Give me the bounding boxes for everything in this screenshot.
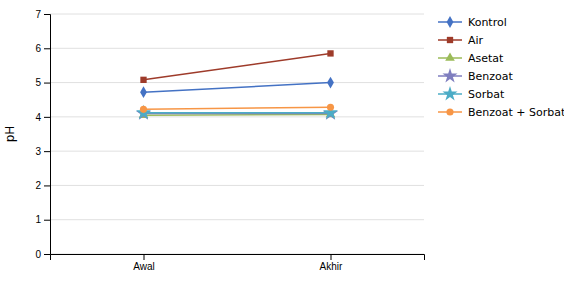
marker <box>140 106 147 113</box>
y-axis: 0 1 2 3 4 5 6 7 <box>35 9 50 260</box>
tick: 3 <box>35 146 50 157</box>
tick-mark <box>44 83 50 84</box>
series <box>140 104 334 113</box>
tick-mark <box>44 117 50 118</box>
tick: 7 <box>35 9 50 20</box>
tick: 5 <box>35 77 50 88</box>
marker <box>136 105 151 119</box>
legend-label: Air <box>468 34 484 47</box>
tick-label: 2 <box>35 180 41 191</box>
line <box>144 114 331 116</box>
legend-label: Asetat <box>468 52 504 65</box>
tick: Akhir <box>320 254 343 272</box>
tick-label: 0 <box>35 249 41 260</box>
legend-item: Kontrol <box>438 16 507 29</box>
legend-marker <box>447 37 453 43</box>
grid-line <box>50 14 424 15</box>
series <box>140 77 334 98</box>
legend-label: Benzoat + Sorbat <box>468 106 564 119</box>
legend-item: Air <box>438 34 484 47</box>
series <box>140 50 333 83</box>
tick-mark <box>44 254 50 255</box>
tick-label: Awal <box>133 261 155 272</box>
tick: Awal <box>133 254 155 272</box>
marker <box>327 104 334 111</box>
tick-mark <box>44 48 50 49</box>
legend-label: Benzoat <box>468 70 514 83</box>
tick-label: 1 <box>35 214 41 225</box>
line <box>144 113 331 115</box>
grid-line <box>50 151 424 152</box>
tick-label: Akhir <box>320 261 343 272</box>
tick-label: 4 <box>35 112 41 123</box>
grid-line <box>50 219 424 220</box>
legend-marker <box>442 68 457 82</box>
tick-mark <box>44 14 50 15</box>
grid-line <box>50 82 424 83</box>
legend-item: Asetat <box>438 52 504 65</box>
legend-item: Benzoat <box>438 68 514 83</box>
axis-line <box>44 15 51 255</box>
legend: Kontrol Air Asetat Benzoat Sorbat Benzoat + S… <box>438 16 564 119</box>
tick: 0 <box>35 249 50 260</box>
tick: 2 <box>35 180 50 191</box>
grid-line <box>50 116 424 117</box>
legend-marker <box>442 86 457 100</box>
tick: 4 <box>35 112 50 123</box>
line <box>144 83 331 93</box>
legend-marker <box>447 16 454 28</box>
marker <box>327 50 333 56</box>
tick-mark <box>44 185 50 186</box>
legend-label: Kontrol <box>468 16 507 29</box>
x-axis: Awal Akhir <box>51 254 425 272</box>
chart: 0 1 2 3 4 5 6 7 Awal Akhir pH Kontrol Air Asetat Benzo… <box>0 0 564 284</box>
line <box>144 53 331 79</box>
tick: 6 <box>35 43 50 54</box>
legend-marker <box>446 108 453 115</box>
legend-label: Sorbat <box>468 88 505 101</box>
y-axis-title: pH <box>3 126 17 143</box>
legend-marker <box>445 52 455 60</box>
tick-mark <box>144 254 145 260</box>
marker <box>140 86 147 98</box>
series <box>139 109 336 118</box>
series-group <box>136 50 338 120</box>
marker <box>327 77 334 89</box>
legend-item: Sorbat <box>438 86 505 101</box>
grid-line <box>50 48 424 49</box>
legend-item: Benzoat + Sorbat <box>438 106 564 119</box>
grid-line <box>50 185 424 186</box>
axis-line <box>51 255 425 261</box>
tick-label: 7 <box>35 9 41 20</box>
line <box>144 107 331 109</box>
marker <box>140 77 146 83</box>
plot-area: 0 1 2 3 4 5 6 7 Awal Akhir <box>35 9 424 272</box>
series <box>136 106 338 120</box>
tick-label: 6 <box>35 43 41 54</box>
tick: 1 <box>35 214 50 225</box>
tick-mark <box>331 254 332 260</box>
series <box>136 105 338 119</box>
line <box>144 112 331 114</box>
tick-mark <box>44 151 50 152</box>
grid <box>50 14 424 254</box>
tick-mark <box>44 220 50 221</box>
tick-label: 3 <box>35 146 41 157</box>
tick-label: 5 <box>35 77 41 88</box>
